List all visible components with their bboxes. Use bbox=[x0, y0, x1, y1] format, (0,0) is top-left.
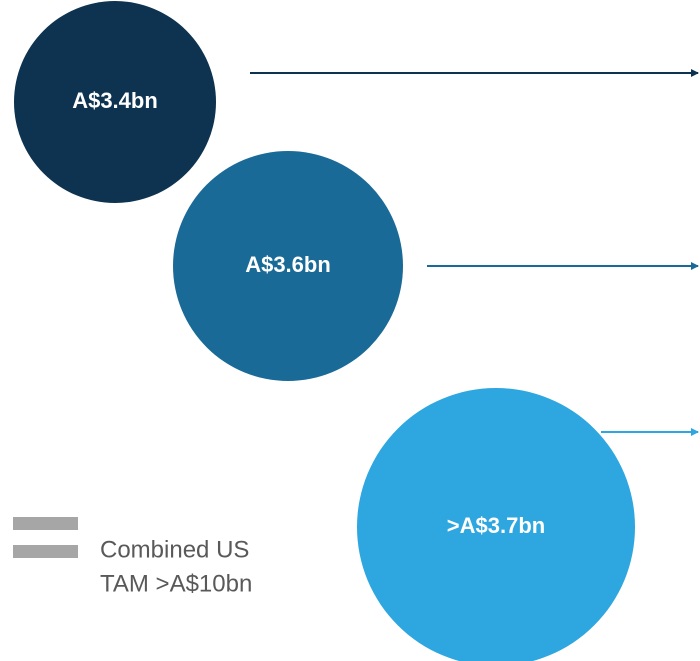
equals-bar bbox=[13, 545, 78, 558]
node-label: A$3.6bn bbox=[245, 252, 331, 277]
node-label: >A$3.7bn bbox=[447, 513, 545, 538]
note-line: Combined US bbox=[100, 536, 249, 563]
circle bbox=[357, 388, 635, 661]
circle bbox=[14, 1, 216, 203]
node-label: A$3.4bn bbox=[72, 88, 158, 113]
circle bbox=[173, 151, 403, 381]
equals-bar bbox=[13, 517, 78, 530]
note-line: TAM >A$10bn bbox=[100, 570, 252, 597]
